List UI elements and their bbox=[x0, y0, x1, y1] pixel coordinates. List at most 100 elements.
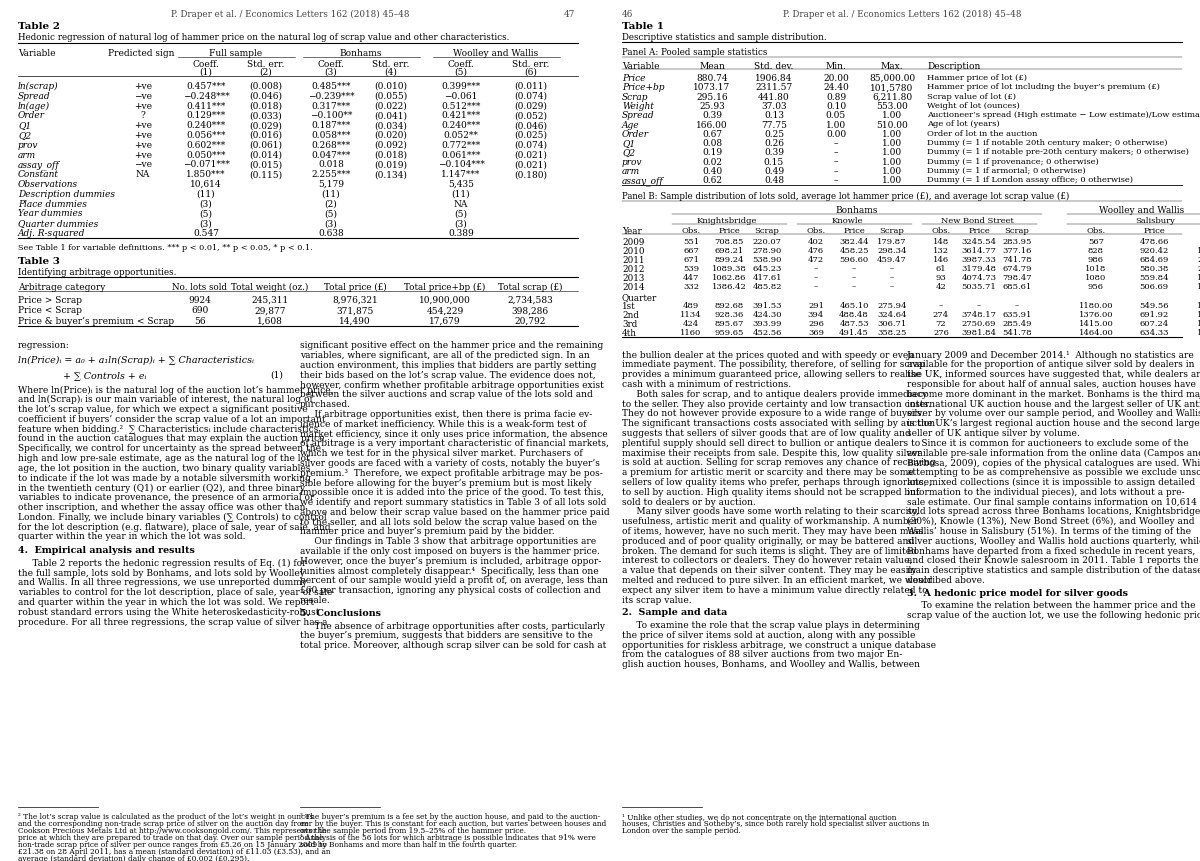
Text: 3.  A hedonic price model for silver goods: 3. A hedonic price model for silver good… bbox=[907, 588, 1128, 597]
Text: maximise their receipts from sale. Despite this, low quality silver: maximise their receipts from sale. Despi… bbox=[622, 448, 922, 457]
Text: 2010: 2010 bbox=[622, 246, 644, 256]
Text: 14,490: 14,490 bbox=[340, 317, 371, 325]
Text: 4074.73: 4074.73 bbox=[961, 273, 996, 282]
Text: 0.485***: 0.485*** bbox=[311, 82, 350, 91]
Text: is sold at auction. Selling for scrap removes any chance of receiving: is sold at auction. Selling for scrap re… bbox=[622, 458, 936, 467]
Text: 956: 956 bbox=[1088, 282, 1104, 290]
Text: 685.61: 685.61 bbox=[1002, 282, 1032, 290]
Text: 3245.54: 3245.54 bbox=[961, 238, 996, 245]
Text: resale.: resale. bbox=[300, 596, 331, 604]
Text: Scrap: Scrap bbox=[755, 226, 779, 234]
Text: Quarter dummies: Quarter dummies bbox=[18, 219, 98, 228]
Text: information to the individual pieces), and lots without a pre-: information to the individual pieces), a… bbox=[907, 487, 1184, 496]
Text: –: – bbox=[852, 273, 856, 282]
Text: (0.018): (0.018) bbox=[374, 151, 408, 159]
Text: 0.421***: 0.421*** bbox=[442, 111, 481, 121]
Text: They do not however provide exposure to a wide range of buyers.: They do not however provide exposure to … bbox=[622, 409, 924, 418]
Text: 489: 489 bbox=[683, 301, 700, 309]
Text: variables to indicate provenance, the presence of an armorial or: variables to indicate provenance, the pr… bbox=[18, 492, 314, 502]
Text: 458.25: 458.25 bbox=[839, 246, 869, 254]
Text: (1): (1) bbox=[270, 370, 283, 379]
Text: P. Draper et al. / Economics Letters 162 (2018) 45–48: P. Draper et al. / Economics Letters 162… bbox=[782, 10, 1021, 19]
Text: 332: 332 bbox=[683, 282, 698, 290]
Text: (0.011): (0.011) bbox=[515, 82, 547, 91]
Text: 0.19: 0.19 bbox=[702, 148, 722, 158]
Text: (0.115): (0.115) bbox=[250, 170, 282, 179]
Text: quarter within the year in which the lot was sold.: quarter within the year in which the lot… bbox=[18, 532, 246, 541]
Text: 0.89: 0.89 bbox=[826, 92, 846, 102]
Text: (11): (11) bbox=[322, 189, 341, 199]
Text: (0.015): (0.015) bbox=[250, 160, 282, 170]
Text: 85,000.00: 85,000.00 bbox=[869, 74, 916, 83]
Text: 424: 424 bbox=[683, 319, 700, 327]
Text: –: – bbox=[834, 167, 839, 176]
Text: 541.78: 541.78 bbox=[1002, 328, 1032, 336]
Text: responsible for about half of annual sales, auction houses have: responsible for about half of annual sal… bbox=[907, 380, 1196, 388]
Text: Spread: Spread bbox=[622, 111, 655, 120]
Text: 10,900,000: 10,900,000 bbox=[419, 295, 470, 305]
Text: + ∑ Controls + eᵢ: + ∑ Controls + eᵢ bbox=[64, 370, 146, 379]
Text: 1464.00: 1464.00 bbox=[1079, 328, 1114, 336]
Text: P. Draper et al. / Economics Letters 162 (2018) 45–48: P. Draper et al. / Economics Letters 162… bbox=[170, 10, 409, 19]
Text: Coeff.: Coeff. bbox=[193, 60, 220, 69]
Text: sold to dealers or by auction.: sold to dealers or by auction. bbox=[622, 497, 756, 506]
Text: (11): (11) bbox=[197, 189, 215, 199]
Text: Dummy (= 1 if provenance; 0 otherwise): Dummy (= 1 if provenance; 0 otherwise) bbox=[928, 158, 1099, 165]
Text: 2009: 2009 bbox=[622, 238, 644, 246]
Text: 394: 394 bbox=[808, 310, 824, 319]
Text: Dummy (= 1 if London assay office; 0 otherwise): Dummy (= 1 if London assay office; 0 oth… bbox=[928, 177, 1133, 184]
Text: Price: Price bbox=[844, 226, 865, 234]
Text: 895.67: 895.67 bbox=[714, 319, 744, 327]
Text: sellers of low quality items who prefer, perhaps through ignorance,: sellers of low quality items who prefer,… bbox=[622, 478, 932, 486]
Text: 986: 986 bbox=[1088, 256, 1104, 263]
Text: Barbosa, 2009), copies of the physical catalogues are used. Whilst: Barbosa, 2009), copies of the physical c… bbox=[907, 458, 1200, 467]
Text: Scrap: Scrap bbox=[1004, 226, 1030, 234]
Text: the UK, informed sources have suggested that, while dealers are: the UK, informed sources have suggested … bbox=[907, 369, 1200, 379]
Text: (0.025): (0.025) bbox=[515, 131, 547, 139]
Text: opportunities for riskless arbitrage, we construct a unique database: opportunities for riskless arbitrage, we… bbox=[622, 640, 936, 649]
Text: Hedonic regression of natural log of hammer price on the natural log of scrap va: Hedonic regression of natural log of ham… bbox=[18, 33, 509, 42]
Text: (0.074): (0.074) bbox=[515, 140, 547, 150]
Text: to indicate if the lot was made by a notable silversmith working: to indicate if the lot was made by a not… bbox=[18, 473, 311, 482]
Text: Full sample: Full sample bbox=[209, 49, 262, 58]
Text: (0.055): (0.055) bbox=[374, 91, 408, 101]
Text: Constant: Constant bbox=[18, 170, 59, 179]
Text: (0.019): (0.019) bbox=[374, 160, 408, 170]
Text: 0.317***: 0.317*** bbox=[311, 102, 350, 110]
Text: 0.638: 0.638 bbox=[318, 229, 344, 238]
Text: 5,179: 5,179 bbox=[318, 180, 344, 189]
Text: 828: 828 bbox=[1088, 246, 1104, 254]
Text: –: – bbox=[938, 301, 943, 309]
Text: and closed their Knowle salesroom in 2011. Table 1 reports the: and closed their Knowle salesroom in 201… bbox=[907, 555, 1199, 565]
Text: 1376.00: 1376.00 bbox=[1079, 310, 1114, 319]
Text: 0.39: 0.39 bbox=[764, 148, 784, 158]
Text: New Bond Street: New Bond Street bbox=[941, 216, 1014, 225]
Text: 0.018: 0.018 bbox=[318, 160, 344, 170]
Text: (1): (1) bbox=[199, 68, 212, 77]
Text: Variable: Variable bbox=[622, 62, 660, 71]
Text: The significant transactions costs associated with selling by auction: The significant transactions costs assoc… bbox=[622, 418, 935, 428]
Text: Coeff.: Coeff. bbox=[448, 60, 474, 69]
Text: the price of silver items sold at auction, along with any possible: the price of silver items sold at auctio… bbox=[622, 630, 916, 639]
Text: 674.79: 674.79 bbox=[1002, 264, 1032, 272]
Text: 0.25: 0.25 bbox=[764, 130, 784, 139]
Text: 20.00: 20.00 bbox=[823, 74, 848, 83]
Text: 2311.57: 2311.57 bbox=[755, 84, 793, 92]
Text: variables, where significant, are all of the predicted sign. In an: variables, where significant, are all of… bbox=[300, 350, 589, 360]
Text: Adj. R-squared: Adj. R-squared bbox=[18, 229, 85, 238]
Text: –: – bbox=[890, 264, 894, 272]
Text: 880.74: 880.74 bbox=[696, 74, 728, 83]
Text: impossible once it is added into the price of the good. To test this,: impossible once it is added into the pri… bbox=[300, 487, 604, 497]
Text: in the twentieth century (Q1) or earlier (Q2), and three binary: in the twentieth century (Q1) or earlier… bbox=[18, 483, 305, 492]
Text: 56: 56 bbox=[194, 317, 206, 325]
Text: –: – bbox=[852, 264, 856, 272]
Text: –: – bbox=[890, 273, 894, 282]
Text: +ve: +ve bbox=[134, 121, 152, 130]
Text: 0.240***: 0.240*** bbox=[186, 121, 226, 130]
Text: 0.67: 0.67 bbox=[702, 130, 722, 139]
Text: and ln(Scrap)ᵢ is our main variable of interest, the natural log of: and ln(Scrap)ᵢ is our main variable of i… bbox=[18, 394, 313, 404]
Text: 132: 132 bbox=[934, 246, 949, 254]
Text: Bonhams: Bonhams bbox=[340, 49, 382, 58]
Text: 4.  Empirical analysis and results: 4. Empirical analysis and results bbox=[18, 546, 194, 554]
Text: 491.45: 491.45 bbox=[839, 328, 869, 336]
